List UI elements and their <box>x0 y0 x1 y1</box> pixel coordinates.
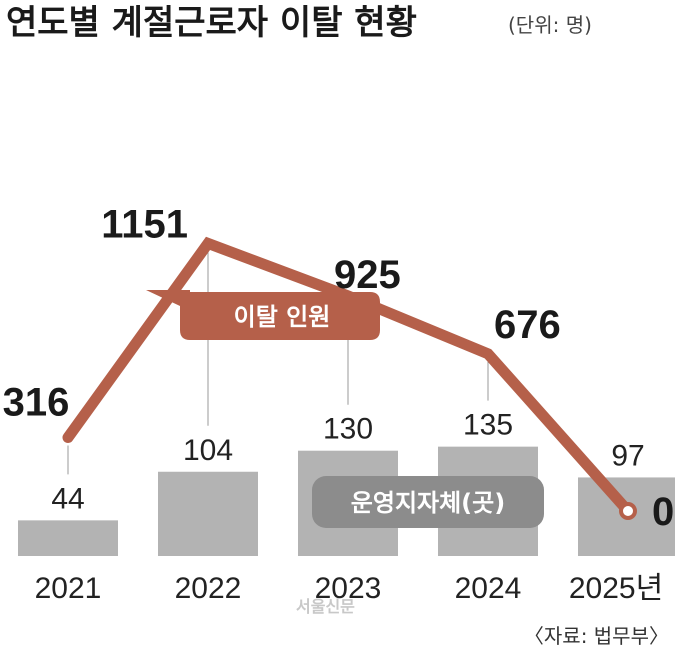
bar-value-2021: 44 <box>51 482 84 515</box>
watermark-logo: 서울신문 <box>296 597 355 616</box>
bar-series-name: 운영지자체(곳) <box>351 489 505 517</box>
line-point-2025년 <box>619 502 637 520</box>
line-series-badge-bg <box>146 290 380 340</box>
line-value-2022: 1151 <box>101 202 188 246</box>
bar-2022 <box>158 471 258 556</box>
bar-series-badge: 운영지자체(곳) <box>312 476 544 528</box>
bar-series-badge-bg <box>312 476 544 528</box>
bar-value-2022: 104 <box>183 434 233 467</box>
tick-2023: 2023 <box>315 572 382 605</box>
line-series-name: 이탈 인원 <box>234 303 331 331</box>
bar-value-2025년: 97 <box>611 439 644 472</box>
source-note: 〈자료: 법무부〉 <box>524 624 669 648</box>
line-value-2021: 316 <box>3 381 70 425</box>
bar-2021 <box>18 520 118 556</box>
tick-2024: 2024 <box>455 572 522 605</box>
tick-2025년: 2025년 <box>569 572 663 605</box>
tick-2021: 2021 <box>35 572 102 605</box>
guide-lines <box>67 251 489 475</box>
chart-title: 연도별 계절근로자 이탈 현황 <box>6 3 417 43</box>
line-series-badge: 이탈 인원 <box>146 290 380 340</box>
x-axis-ticks: 2021 2022 2023 2024 2025년 <box>35 572 664 605</box>
line-value-2024: 676 <box>494 303 561 347</box>
bar-value-2024: 135 <box>463 409 513 442</box>
line-value-labels: 316 1151 925 676 0 <box>3 202 675 534</box>
unit-label: (단위: 명) <box>508 13 592 37</box>
line-value-2025년: 0 <box>652 490 674 534</box>
line-value-2023: 925 <box>334 253 401 297</box>
bar-value-2023: 130 <box>323 413 373 446</box>
tick-2022: 2022 <box>175 572 242 605</box>
bar-value-labels: 44 104 130 135 97 <box>51 409 644 516</box>
